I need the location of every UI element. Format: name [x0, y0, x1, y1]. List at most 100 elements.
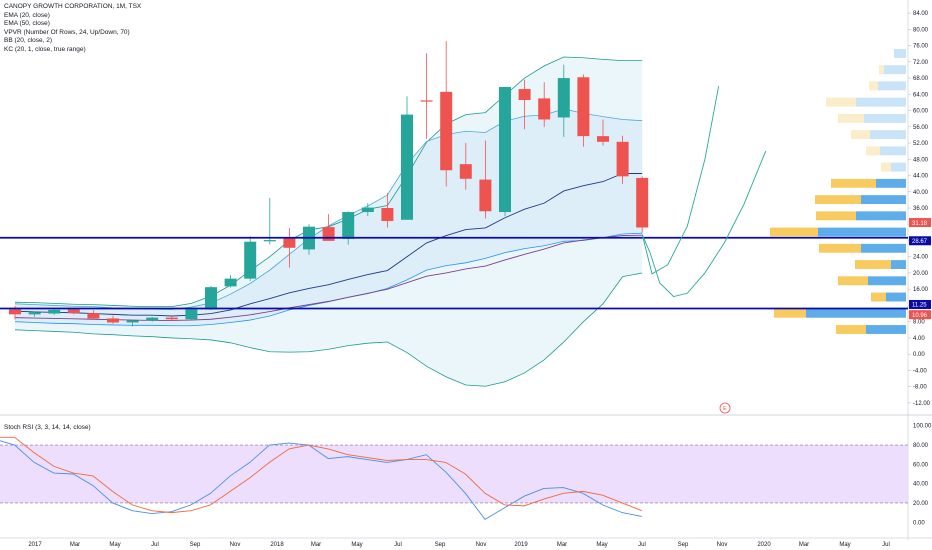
candle-body	[165, 317, 178, 320]
bb-lower-line	[14, 272, 643, 387]
time-tick-label: May	[839, 542, 850, 548]
price-label-box	[909, 299, 931, 309]
vp-row-up	[886, 292, 906, 302]
chart-legend: CANOPY GROWTH CORPORATION, 1M, TSX EMA (…	[4, 3, 141, 55]
price-tick-label: 60.00	[913, 109, 929, 115]
vp-row-up	[884, 65, 906, 75]
candle-body	[107, 318, 119, 323]
candle-body	[401, 114, 413, 220]
vp-row-down	[826, 97, 856, 107]
time-tick-label: 2020	[757, 542, 771, 548]
time-tick-label: Mar	[799, 542, 809, 548]
candle-body	[459, 164, 472, 179]
time-tick-label: Mar	[70, 542, 80, 548]
time-tick-label: Sep	[435, 542, 446, 548]
vp-row-down	[819, 243, 861, 253]
earnings-marker-label: E	[723, 406, 727, 412]
vp-row-down	[866, 146, 880, 156]
price-label-box	[909, 236, 931, 246]
price-tick-label: 68.00	[913, 76, 929, 82]
candle-body	[28, 312, 41, 315]
vp-row-down	[855, 260, 891, 269]
rsi-d-line	[0, 436, 642, 514]
candle-body	[48, 309, 61, 314]
vp-row-down	[851, 130, 870, 140]
rsi-tick-label: 40.00	[913, 482, 929, 488]
ema50-line	[14, 234, 643, 321]
time-tick-label: Jul	[638, 542, 646, 548]
price-label-text: 28.67	[912, 239, 928, 245]
price-tick-label: 48.00	[913, 157, 929, 163]
vp-row-up	[806, 308, 906, 318]
ema20-line	[14, 173, 643, 317]
vp-row-down	[871, 292, 886, 302]
candle-body	[126, 320, 139, 323]
candlesticks	[9, 41, 649, 327]
candle-body	[205, 287, 217, 310]
vp-row-down	[869, 81, 878, 91]
vp-row-up	[861, 243, 906, 253]
vp-row-down	[816, 211, 856, 221]
candle-body	[322, 227, 335, 241]
price-axis: 84.00 80.00 76.00 72.00 68.00 64.00 60.00 56.00…	[908, 11, 931, 407]
candle-body	[538, 98, 551, 120]
price-tick-label: 56.00	[913, 125, 929, 131]
vp-row-down	[815, 195, 861, 205]
candle-body	[479, 179, 492, 212]
candle-body	[342, 212, 355, 239]
time-tick-label: 2018	[270, 542, 284, 548]
stoch-rsi-legend[interactable]: Stoch RSI (3, 3, 14, 14, close)	[4, 424, 91, 431]
candle-body	[636, 177, 649, 228]
price-tick-label: 16.00	[913, 287, 929, 293]
rsi-tick-label: 100.00	[913, 424, 932, 430]
price-tick-label: 72.00	[913, 60, 929, 66]
price-label-text: 10.96	[912, 313, 928, 319]
vp-row-up	[878, 81, 906, 91]
legend-vpvr[interactable]: VPVR (Number Of Rows, 24, Up/Down, 70)	[4, 28, 130, 36]
candle-body	[577, 77, 590, 137]
time-tick-label: Nov	[717, 542, 728, 548]
rsi-tick-label: 0.00	[913, 520, 925, 526]
candle-body	[440, 91, 453, 171]
time-tick-label: May	[351, 542, 362, 548]
candle-body	[185, 309, 198, 320]
projection-upper-curve	[641, 86, 720, 275]
time-tick-label: Mar	[311, 542, 321, 548]
vp-row-down	[879, 65, 884, 75]
legend-ema50[interactable]: EMA (50, close)	[4, 20, 50, 28]
rsi-tick-label: 80.00	[913, 443, 929, 449]
projection-lower-curve	[641, 150, 767, 298]
vp-row-up	[894, 48, 906, 58]
horizontal-lines[interactable]	[0, 236, 908, 310]
projection-curve[interactable]	[641, 86, 767, 298]
candle-body	[263, 240, 276, 242]
vp-row-up	[891, 260, 906, 269]
price-tick-label: 64.00	[913, 92, 929, 98]
volume-profile	[770, 48, 906, 334]
legend-ema20[interactable]: EMA (20, close)	[4, 11, 50, 19]
price-tick-label: -12.00	[913, 401, 931, 407]
legend-bb[interactable]: BB (20, close, 2)	[4, 37, 53, 45]
price-tick-label: 4.00	[913, 336, 925, 342]
vp-row-down	[838, 113, 864, 123]
price-label-text: 31.18	[912, 221, 928, 227]
time-tick-label: Jul	[882, 542, 890, 548]
rsi-k-line	[0, 440, 642, 520]
price-label-box	[909, 218, 931, 228]
legend-symbol-title[interactable]: CANOPY GROWTH CORPORATION, 1M, TSX	[4, 3, 142, 10]
price-tick-label: 80.00	[913, 27, 929, 33]
vp-row-up	[818, 227, 906, 237]
legend-kc[interactable]: KC (20, 1, close, true range)	[4, 45, 86, 53]
vp-row-up	[868, 276, 906, 286]
vp-row-up	[866, 325, 906, 334]
candle-body	[283, 238, 296, 248]
price-label-text: 11.25	[912, 303, 927, 309]
vp-row-down	[774, 308, 806, 318]
candle-body	[67, 309, 80, 314]
candle-body	[597, 136, 609, 142]
earnings-marker[interactable]: E	[719, 402, 731, 414]
rsi-tick-label: 20.00	[913, 501, 929, 507]
candle-body	[244, 241, 257, 279]
vp-row-down	[838, 276, 868, 286]
